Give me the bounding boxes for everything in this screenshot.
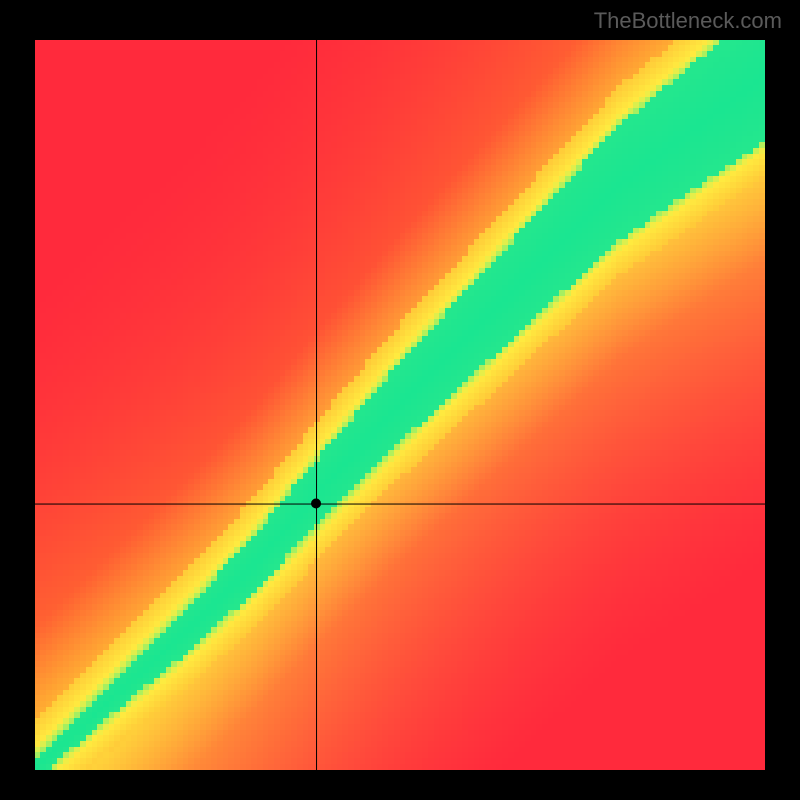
chart-container: TheBottleneck.com <box>0 0 800 800</box>
watermark-text: TheBottleneck.com <box>594 8 782 34</box>
heatmap-area <box>35 40 765 770</box>
heatmap-canvas <box>35 40 765 770</box>
